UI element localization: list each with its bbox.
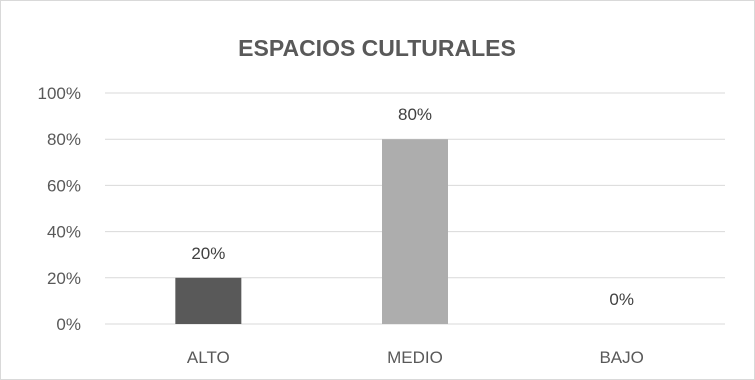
bar-medio <box>382 139 448 324</box>
x-axis-categories: ALTO MEDIO BAJO <box>187 348 644 367</box>
data-label: 20% <box>191 244 225 263</box>
data-label: 0% <box>609 290 634 309</box>
bars <box>175 139 448 324</box>
y-tick-label: 100% <box>38 84 81 103</box>
bar-alto <box>175 277 242 324</box>
x-category-label: BAJO <box>599 348 643 367</box>
x-category-label: MEDIO <box>387 348 443 367</box>
y-tick-label: 80% <box>47 130 81 149</box>
chart-title: ESPACIOS CULTURALES <box>238 35 516 61</box>
y-tick-label: 20% <box>47 269 81 288</box>
data-labels: 20% 80% 0% <box>191 105 634 309</box>
y-tick-label: 40% <box>47 223 81 242</box>
y-axis-ticks: 0% 20% 40% 60% 80% 100% <box>38 84 81 334</box>
y-tick-label: 60% <box>47 176 81 195</box>
y-tick-label: 0% <box>56 315 81 334</box>
data-label: 80% <box>398 105 432 124</box>
x-category-label: ALTO <box>187 348 230 367</box>
